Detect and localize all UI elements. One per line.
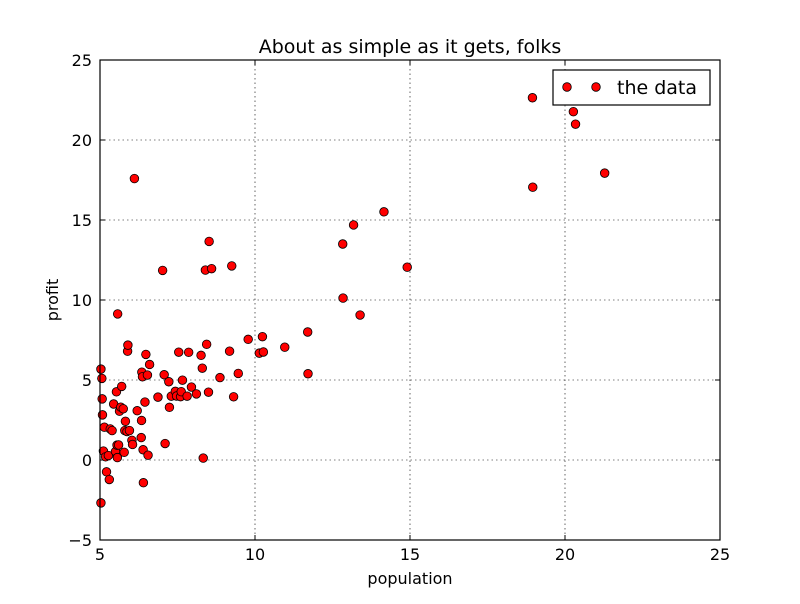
legend: the data bbox=[552, 69, 711, 106]
data-point bbox=[157, 265, 168, 276]
data-point bbox=[96, 364, 106, 374]
data-point bbox=[129, 173, 140, 184]
data-point bbox=[183, 347, 194, 358]
data-point bbox=[228, 392, 239, 402]
x-tick-label: 15 bbox=[400, 545, 420, 564]
data-point bbox=[132, 406, 142, 416]
data-point bbox=[138, 478, 149, 488]
data-point bbox=[203, 387, 214, 397]
y-tick-label: 5 bbox=[82, 371, 92, 390]
plot-area-frame bbox=[99, 59, 721, 541]
data-point bbox=[112, 452, 123, 463]
data-point bbox=[303, 369, 313, 379]
data-point bbox=[243, 334, 253, 345]
legend-marker bbox=[591, 82, 601, 92]
data-point bbox=[527, 93, 538, 103]
data-point bbox=[568, 106, 579, 117]
y-tick-label: 20 bbox=[72, 131, 92, 150]
data-point bbox=[113, 440, 124, 450]
legend-box bbox=[552, 69, 711, 106]
data-point bbox=[303, 327, 313, 337]
data-point bbox=[215, 372, 225, 383]
data-point bbox=[103, 450, 114, 461]
y-tick-label: 0 bbox=[82, 451, 92, 470]
data-point bbox=[174, 347, 184, 357]
data-point bbox=[160, 438, 170, 449]
data-point bbox=[112, 309, 123, 319]
chart-title: About as simple as it gets, folks bbox=[259, 36, 562, 58]
data-point bbox=[136, 415, 147, 426]
data-point bbox=[97, 373, 107, 384]
data-point bbox=[227, 261, 237, 271]
data-point bbox=[570, 119, 581, 129]
data-point bbox=[599, 168, 610, 178]
data-point bbox=[144, 359, 155, 370]
data-point bbox=[104, 474, 115, 485]
data-point bbox=[204, 236, 214, 247]
data-point bbox=[118, 404, 128, 414]
x-tick-label: 25 bbox=[710, 545, 730, 564]
data-point bbox=[186, 382, 197, 392]
y-tick-label: 25 bbox=[72, 51, 92, 70]
data-point bbox=[116, 381, 127, 392]
x-tick-label: 10 bbox=[245, 545, 265, 564]
legend-marker bbox=[562, 82, 572, 92]
data-point bbox=[348, 220, 359, 230]
data-point bbox=[191, 389, 202, 399]
data-point bbox=[379, 207, 389, 217]
data-point bbox=[120, 416, 131, 426]
data-point bbox=[201, 339, 212, 350]
data-points bbox=[96, 93, 610, 508]
data-point bbox=[257, 331, 268, 342]
data-point bbox=[233, 368, 243, 379]
y-tick-label: 10 bbox=[72, 291, 92, 310]
data-point bbox=[182, 391, 192, 401]
data-point bbox=[127, 439, 138, 450]
x-tick-label: 20 bbox=[555, 545, 575, 564]
x-axis-label: population bbox=[367, 569, 452, 588]
data-point bbox=[224, 346, 235, 356]
data-point bbox=[177, 375, 188, 385]
data-point bbox=[196, 350, 206, 361]
data-point bbox=[197, 363, 208, 373]
data-point bbox=[338, 239, 348, 249]
data-point bbox=[528, 182, 538, 192]
data-point bbox=[136, 432, 146, 443]
data-point bbox=[119, 447, 129, 458]
data-point bbox=[338, 293, 348, 303]
data-point bbox=[107, 425, 117, 436]
data-point bbox=[164, 377, 174, 387]
data-point bbox=[402, 262, 412, 272]
data-point bbox=[159, 370, 169, 380]
data-point bbox=[153, 392, 163, 402]
data-point bbox=[143, 450, 153, 460]
y-axis-label: profit bbox=[43, 279, 62, 322]
data-point bbox=[123, 340, 133, 350]
data-point bbox=[141, 349, 151, 360]
grid-lines bbox=[100, 60, 720, 540]
data-point bbox=[206, 263, 217, 274]
data-point bbox=[198, 453, 208, 463]
data-point bbox=[142, 370, 153, 380]
data-point bbox=[96, 498, 106, 508]
data-point bbox=[97, 394, 107, 404]
data-point bbox=[258, 347, 269, 357]
y-tick-label: 15 bbox=[72, 211, 92, 230]
data-point bbox=[280, 342, 290, 352]
y-tick-label: −5 bbox=[68, 531, 92, 550]
legend-label: the data bbox=[617, 77, 697, 99]
data-point bbox=[164, 402, 175, 413]
x-tick-label: 5 bbox=[95, 545, 105, 564]
data-point bbox=[355, 310, 365, 320]
data-point bbox=[140, 397, 150, 407]
axis-ticks: 5 10 15 20 25 −5 0 5 10 15 20 25 bbox=[68, 51, 730, 564]
data-point bbox=[124, 425, 135, 436]
